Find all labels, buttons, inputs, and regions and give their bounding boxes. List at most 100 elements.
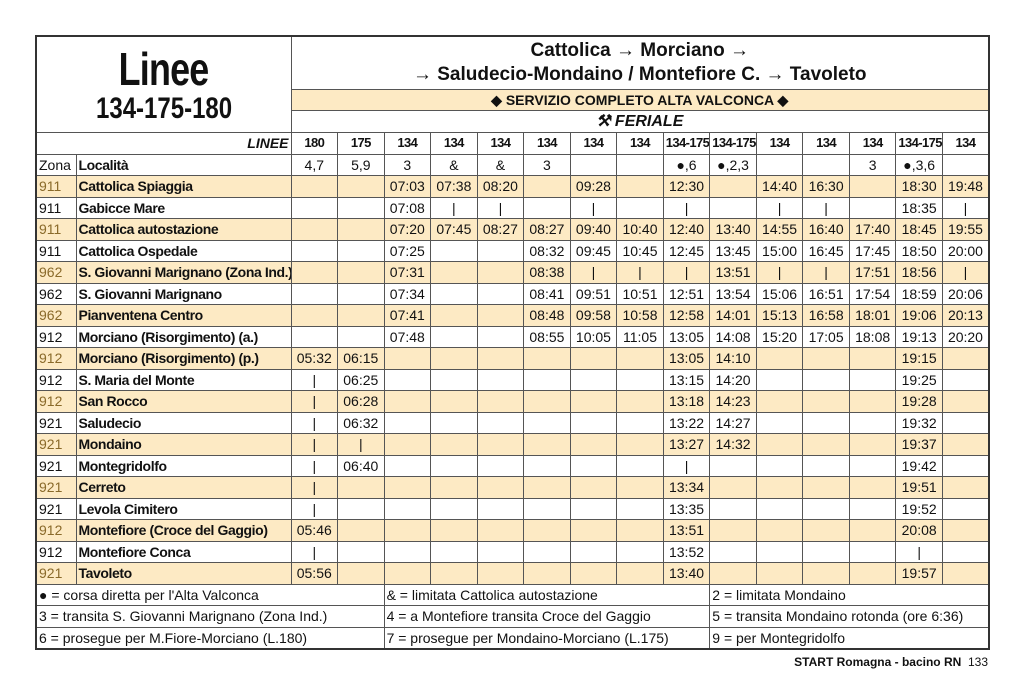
time: 12:40 bbox=[662, 218, 711, 241]
line-number: 134 bbox=[569, 132, 618, 155]
footer: START Romagna - bacino RN 133 bbox=[794, 655, 988, 669]
time bbox=[848, 454, 897, 477]
title-line: Cattolica → Morciano → bbox=[530, 39, 750, 61]
time bbox=[523, 519, 571, 542]
time bbox=[755, 454, 804, 477]
time bbox=[755, 540, 804, 563]
zona: 912 bbox=[35, 325, 77, 348]
stop-row: 921 Montegridolfo | 06:40 | 19:42 bbox=[35, 454, 990, 477]
title-left: Linee bbox=[118, 42, 210, 95]
time: 11:05 bbox=[616, 325, 664, 348]
note: ●,3,6 bbox=[895, 153, 943, 176]
note: & bbox=[476, 153, 525, 176]
line-number: 134 bbox=[383, 132, 432, 155]
time bbox=[802, 433, 850, 456]
time bbox=[290, 239, 339, 262]
time bbox=[941, 562, 990, 585]
timetable-grid: Linee 134-175-180 Cattolica → Morciano →… bbox=[35, 35, 990, 650]
time: 09:40 bbox=[569, 218, 618, 241]
time bbox=[476, 368, 525, 391]
lines-number: 134-175-180 bbox=[95, 91, 232, 125]
time: 13:18 bbox=[662, 390, 711, 413]
time: 19:32 bbox=[895, 411, 943, 434]
line-number: 134 bbox=[476, 132, 525, 155]
time: 13:51 bbox=[709, 261, 757, 284]
time: 13:05 bbox=[662, 325, 711, 348]
legend-row: ● = corsa diretta per l'Alta Valconca & =… bbox=[35, 583, 990, 606]
zona: 912 bbox=[35, 540, 77, 563]
localita: Mondaino bbox=[75, 433, 292, 456]
stop-row: 912 S. Maria del Monte | 06:25 13:15 14:20 19:… bbox=[35, 368, 990, 391]
localita: Levola Cimitero bbox=[75, 497, 292, 520]
time bbox=[569, 476, 618, 499]
time: 13:45 bbox=[709, 239, 757, 262]
time bbox=[569, 433, 618, 456]
time: 18:35 bbox=[895, 196, 943, 219]
localita: S. Giovanni Marignano (Zona Ind.) bbox=[75, 261, 292, 284]
note: 4,7 bbox=[290, 153, 339, 176]
time: 07:08 bbox=[383, 196, 432, 219]
time bbox=[616, 540, 664, 563]
time: 08:38 bbox=[523, 261, 571, 284]
time: 13:35 bbox=[662, 497, 711, 520]
time bbox=[848, 540, 897, 563]
time: 07:45 bbox=[430, 218, 478, 241]
zona: 911 bbox=[35, 218, 77, 241]
time bbox=[755, 411, 804, 434]
time bbox=[476, 562, 525, 585]
time: | bbox=[290, 411, 339, 434]
time bbox=[802, 562, 850, 585]
stop-row: 912 Montefiore Conca | 13:52 | bbox=[35, 540, 990, 563]
legend-item: 6 = prosegue per M.Fiore-Morciano (L.180… bbox=[35, 626, 385, 650]
time: 18:01 bbox=[848, 304, 897, 327]
time bbox=[802, 540, 850, 563]
time bbox=[616, 390, 664, 413]
time bbox=[616, 196, 664, 219]
stop-row: 912 Morciano (Risorgimento) (a.) 07:48 08:5… bbox=[35, 325, 990, 348]
time bbox=[523, 196, 571, 219]
time: 19:13 bbox=[895, 325, 943, 348]
localita: Gabicce Mare bbox=[75, 196, 292, 219]
legend-item: 9 = per Montegridolfo bbox=[709, 626, 990, 650]
localita: S. Giovanni Marignano bbox=[75, 282, 292, 305]
stop-row: 911 Cattolica autostazione 07:20 07:45 08:27… bbox=[35, 218, 990, 241]
time bbox=[848, 497, 897, 520]
time: 10:05 bbox=[569, 325, 618, 348]
time: 18:56 bbox=[895, 261, 943, 284]
time: 19:52 bbox=[895, 497, 943, 520]
tools-icon: ⚒ bbox=[596, 112, 615, 130]
line-number: 134 bbox=[848, 132, 897, 155]
localita: Cattolica Spiaggia bbox=[75, 175, 292, 198]
time bbox=[709, 196, 757, 219]
time bbox=[430, 239, 478, 262]
time bbox=[802, 519, 850, 542]
time bbox=[476, 497, 525, 520]
time: 14:10 bbox=[709, 347, 757, 370]
time bbox=[383, 368, 432, 391]
legend-item: 3 = transita S. Giovanni Marignano (Zona… bbox=[35, 605, 385, 628]
time: | bbox=[290, 497, 339, 520]
localita: Cattolica autostazione bbox=[75, 218, 292, 241]
line-number: 175 bbox=[337, 132, 385, 155]
time: 13:05 bbox=[662, 347, 711, 370]
time: 08:41 bbox=[523, 282, 571, 305]
time: 13:40 bbox=[662, 562, 711, 585]
zona: 962 bbox=[35, 282, 77, 305]
time: | bbox=[569, 261, 618, 284]
time: | bbox=[802, 196, 850, 219]
time: 12:58 bbox=[662, 304, 711, 327]
note: ●,2,3 bbox=[709, 153, 757, 176]
time: 13:27 bbox=[662, 433, 711, 456]
time: 15:20 bbox=[755, 325, 804, 348]
zona: 921 bbox=[35, 454, 77, 477]
line-number: 134 bbox=[430, 132, 478, 155]
time: 14:40 bbox=[755, 175, 804, 198]
time: 10:51 bbox=[616, 282, 664, 305]
line-number: 134 bbox=[523, 132, 571, 155]
time: 07:31 bbox=[383, 261, 432, 284]
time bbox=[523, 347, 571, 370]
zona: 911 bbox=[35, 175, 77, 198]
time bbox=[476, 347, 525, 370]
time: 19:28 bbox=[895, 390, 943, 413]
time bbox=[476, 476, 525, 499]
